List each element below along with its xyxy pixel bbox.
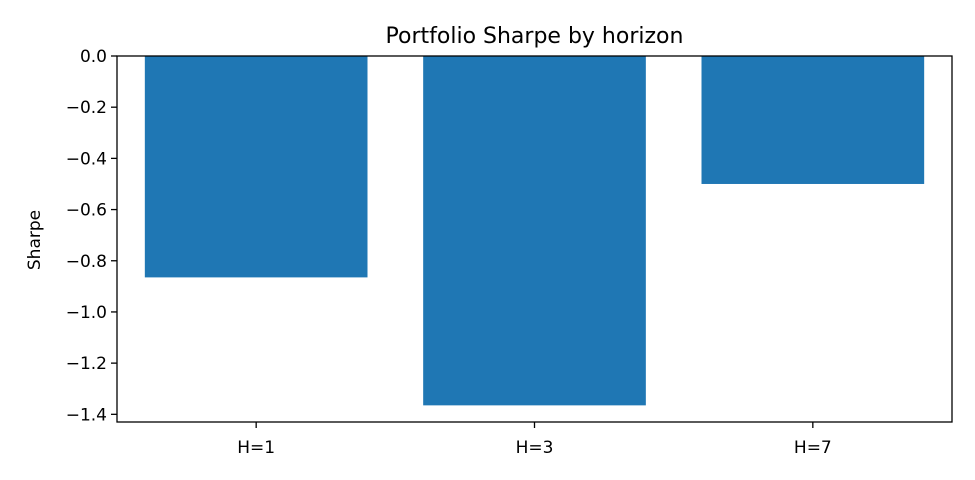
y-tick-label: −1.0 xyxy=(66,303,107,323)
y-ticks-group: 0.0 −0.2 −0.4 −0.6 −0.8 −1.0 −1.2 −1.4 xyxy=(66,47,117,425)
y-tick-label: −1.2 xyxy=(66,354,107,374)
bar-h-1 xyxy=(144,56,368,278)
bars-group xyxy=(144,56,925,406)
x-ticks-group: H=1 H=3 H=7 xyxy=(237,422,832,458)
y-tick-label: −0.6 xyxy=(66,201,107,221)
y-axis-label: Sharpe xyxy=(25,210,45,270)
x-tick-label: H=7 xyxy=(794,438,832,458)
bar-h-7 xyxy=(701,56,925,184)
plot-frame xyxy=(116,55,953,423)
x-tick-label: H=1 xyxy=(237,438,275,458)
y-tick-label: −0.8 xyxy=(66,252,107,272)
y-tick-label: −1.4 xyxy=(66,405,107,425)
y-tick-label: −0.2 xyxy=(66,98,107,118)
chart-title: Portfolio Sharpe by horizon xyxy=(386,24,684,49)
y-tick-label: −0.4 xyxy=(66,149,107,169)
bar-h-3 xyxy=(423,56,646,406)
x-tick-label: H=3 xyxy=(516,438,554,458)
y-tick-label: 0.0 xyxy=(80,47,107,67)
